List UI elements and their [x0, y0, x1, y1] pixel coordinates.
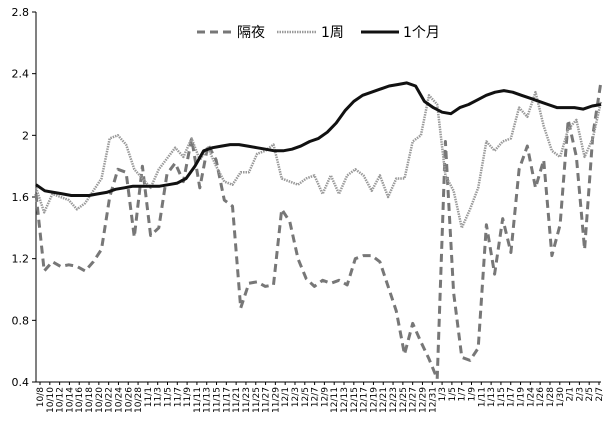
- legend-label: 1个月: [403, 25, 440, 41]
- x-tick-label: 10/26: [124, 387, 134, 413]
- x-tick-label: 1/11: [477, 387, 487, 407]
- x-tick-label: 2/1: [566, 387, 576, 401]
- x-tick-label: 11/11: [193, 387, 203, 413]
- y-tick-label: 2.4: [12, 68, 30, 81]
- x-tick-label: 10/28: [134, 387, 144, 413]
- x-tick-label: 10/12: [56, 387, 66, 413]
- x-tick-label: 1/17: [507, 387, 517, 407]
- x-tick-label: 12/23: [389, 387, 399, 413]
- x-tick-label: 12/21: [379, 387, 389, 413]
- x-tick-label: 1/3: [438, 387, 448, 401]
- x-tick-label: 12/7: [311, 387, 321, 407]
- x-tick-label: 12/3: [291, 387, 301, 407]
- series-line-overnight: [34, 81, 603, 381]
- x-tick-label: 10/14: [65, 387, 75, 413]
- series-lines: [34, 81, 603, 381]
- y-tick-label: 2: [22, 129, 29, 142]
- y-axis-ticks: 0.4 0.8 1.2 1.6 2 2.4 2.8: [12, 6, 36, 389]
- x-tick-label: 11/17: [222, 387, 232, 413]
- x-tick-label: 1/28: [546, 387, 556, 407]
- x-tick-label: 10/10: [46, 387, 56, 413]
- y-tick-label: 2.8: [12, 6, 30, 19]
- y-tick-label: 0.4: [12, 376, 30, 389]
- x-tick-label: 10/24: [114, 387, 124, 413]
- legend-label: 隔夜: [237, 25, 265, 41]
- x-tick-label: 10/8: [36, 387, 46, 407]
- x-tick-label: 10/22: [105, 387, 115, 413]
- y-tick-label: 1.2: [12, 253, 30, 266]
- y-tick-label: 1.6: [12, 191, 30, 204]
- x-tick-label: 12/1: [281, 387, 291, 407]
- x-tick-label: 2/5: [585, 387, 595, 401]
- x-tick-label: 12/31: [428, 387, 438, 413]
- series-line-1week: [34, 90, 603, 230]
- x-tick-label: 1/15: [497, 387, 507, 407]
- x-tick-label: 10/16: [75, 387, 85, 413]
- y-tick-label: 0.8: [12, 314, 30, 327]
- x-tick-label: 1/5: [448, 387, 458, 401]
- x-tick-label: 11/29: [271, 387, 281, 413]
- x-tick-label: 11/1: [144, 387, 154, 407]
- series-line-1month: [35, 81, 602, 197]
- x-tick-label: 11/25: [252, 387, 262, 413]
- x-tick-label: 11/27: [262, 387, 272, 413]
- x-tick-label: 1/7: [458, 387, 468, 401]
- x-axis-ticks: 10/8 10/10 10/12 10/14 10/16 10/18 10/20 10/22 1…: [36, 382, 605, 413]
- x-tick-label: 11/15: [213, 387, 223, 413]
- x-tick-label: 2/3: [575, 387, 585, 401]
- x-tick-label: 12/11: [330, 387, 340, 413]
- x-tick-label: 12/27: [409, 387, 419, 413]
- x-tick-label: 12/15: [350, 387, 360, 413]
- x-tick-label: 11/3: [154, 387, 164, 407]
- x-tick-label: 12/5: [301, 387, 311, 407]
- x-tick-label: 10/18: [85, 387, 95, 413]
- x-tick-label: 2/7: [595, 387, 605, 401]
- x-tick-label: 12/9: [320, 387, 330, 407]
- legend-label: 1周: [321, 25, 344, 41]
- x-tick-label: 1/24: [526, 387, 536, 407]
- x-tick-label: 11/7: [173, 387, 183, 407]
- x-tick-label: 12/25: [399, 387, 409, 413]
- x-tick-label: 1/30: [556, 387, 566, 407]
- x-tick-label: 12/17: [360, 387, 370, 413]
- x-tick-label: 12/29: [418, 387, 428, 413]
- x-tick-label: 10/20: [95, 387, 105, 413]
- x-tick-label: 11/13: [203, 387, 213, 413]
- x-tick-label: 1/19: [517, 387, 527, 407]
- legend: 隔夜 1周 1个月: [197, 25, 440, 41]
- x-tick-label: 11/21: [232, 387, 242, 413]
- x-tick-label: 11/9: [183, 387, 193, 407]
- x-tick-label: 11/5: [163, 387, 173, 407]
- x-tick-label: 1/13: [487, 387, 497, 407]
- x-tick-label: 12/19: [369, 387, 379, 413]
- x-tick-label: 1/26: [536, 387, 546, 407]
- x-tick-label: 11/23: [242, 387, 252, 413]
- x-tick-label: 1/9: [468, 387, 478, 402]
- x-tick-label: 12/13: [340, 387, 350, 413]
